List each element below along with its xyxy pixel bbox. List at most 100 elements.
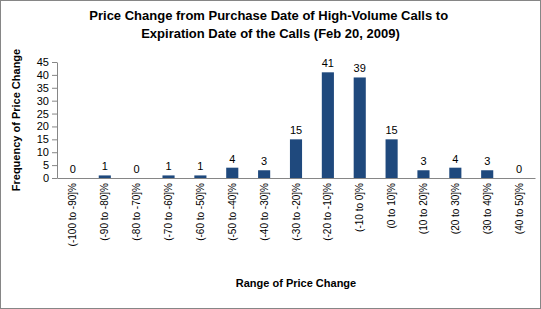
x-tick-label: (-30 to -20]% — [291, 183, 302, 241]
y-axis: 051015202530354045 — [37, 56, 58, 184]
bar — [226, 168, 238, 178]
y-tick-mark — [52, 114, 57, 115]
y-tick-label: 45 — [37, 56, 49, 68]
x-tick: (-60 to -50]% — [195, 178, 206, 241]
bar — [513, 178, 525, 179]
x-tick-label: (-20 to -10]% — [322, 183, 333, 241]
y-tick-mark — [52, 62, 57, 63]
x-tick-label: (-100 to -90]% — [67, 183, 78, 246]
x-axis-title: Range of Price Change — [236, 277, 356, 289]
data-label: 1 — [197, 160, 203, 172]
y-tick-mark — [52, 178, 57, 179]
y-tick-mark — [52, 139, 57, 140]
y-tick: 0 — [43, 172, 57, 184]
data-label: 4 — [229, 153, 235, 165]
y-tick-mark — [52, 88, 57, 89]
x-tick-label: (-90 to -80]% — [99, 183, 110, 241]
y-tick-label: 0 — [43, 172, 49, 184]
x-tick-label: (-40 to -30]% — [259, 183, 270, 241]
bar — [417, 170, 429, 178]
y-tick-mark — [52, 126, 57, 127]
y-tick: 30 — [37, 95, 57, 107]
bar — [67, 178, 79, 179]
x-tick: (-50 to -40]% — [227, 178, 238, 241]
x-tick-label: (0 to 10]% — [386, 183, 397, 229]
data-label: 15 — [290, 124, 302, 136]
y-tick-label: 20 — [37, 120, 49, 132]
y-axis-line — [57, 63, 58, 179]
x-tick: (-80 to -70]% — [131, 178, 142, 241]
x-tick-label: (30 to 40]% — [482, 183, 493, 234]
y-tick-label: 30 — [37, 95, 49, 107]
x-axis: (-100 to -90]% (-90 to -80]% (-80 to -70]%… — [58, 178, 536, 246]
bar — [194, 175, 206, 178]
data-label: 3 — [261, 155, 267, 167]
x-tick-label: (-70 to -60]% — [163, 183, 174, 241]
bar — [449, 168, 461, 178]
data-labels: 0101143154139153430 — [70, 57, 522, 175]
bar — [386, 139, 398, 178]
y-tick: 20 — [37, 120, 57, 132]
y-tick-label: 35 — [37, 82, 49, 94]
y-tick: 10 — [37, 146, 57, 158]
x-tick-label: (-50 to -40]% — [227, 183, 238, 241]
y-tick-mark — [52, 75, 57, 76]
x-tick: (20 to 30]% — [450, 178, 461, 234]
x-tick: (-10 to 0]% — [354, 178, 365, 232]
chart: Price Change from Purchase Date of High-… — [0, 0, 541, 309]
data-label: 39 — [354, 62, 366, 74]
x-axis-line — [58, 178, 536, 179]
x-tick-label: (-10 to 0]% — [354, 183, 365, 232]
data-label: 3 — [420, 155, 426, 167]
data-label: 15 — [385, 124, 397, 136]
bar — [290, 139, 302, 178]
y-tick-label: 40 — [37, 69, 49, 81]
data-label: 0 — [134, 163, 140, 175]
bar — [99, 175, 111, 178]
x-tick: (-70 to -60]% — [163, 178, 174, 241]
bar — [162, 175, 174, 178]
data-label: 4 — [452, 153, 458, 165]
x-tick: (-30 to -20]% — [291, 178, 302, 241]
y-tick-label: 5 — [43, 159, 49, 171]
plot: 0101143154139153430051015202530354045(-1… — [37, 56, 536, 246]
title: Price Change from Purchase Date of High-… — [89, 8, 451, 41]
y-axis-title: Frequency of Price Change — [10, 49, 22, 191]
y-tick: 45 — [37, 56, 57, 68]
x-tick: (10 to 20]% — [418, 178, 429, 234]
y-tick-mark — [52, 152, 57, 153]
bar — [354, 77, 366, 178]
data-label: 0 — [516, 163, 522, 175]
data-label: 1 — [102, 160, 108, 172]
data-label: 3 — [484, 155, 490, 167]
bar — [481, 170, 493, 178]
x-tick: (-20 to -10]% — [322, 178, 333, 241]
x-tick-label: (10 to 20]% — [418, 183, 429, 234]
x-tick: (-90 to -80]% — [99, 178, 110, 241]
y-tick: 25 — [37, 108, 57, 120]
x-tick-label: (-80 to -70]% — [131, 183, 142, 241]
y-tick: 15 — [37, 133, 57, 145]
x-tick-label: (20 to 30]% — [450, 183, 461, 234]
y-tick: 35 — [37, 82, 57, 94]
y-tick-label: 25 — [37, 108, 49, 120]
data-label: 0 — [70, 163, 76, 175]
y-tick-label: 10 — [37, 146, 49, 158]
bar — [322, 72, 334, 178]
x-tick: (0 to 10]% — [386, 178, 397, 229]
x-tick-label: (-60 to -50]% — [195, 183, 206, 241]
x-tick: (30 to 40]% — [482, 178, 493, 234]
y-tick-mark — [52, 101, 57, 102]
y-tick: 40 — [37, 69, 57, 81]
x-tick: (-40 to -30]% — [259, 178, 270, 241]
x-tick-label: (40 to 50]% — [514, 183, 525, 234]
x-tick: (-100 to -90]% — [67, 178, 78, 246]
chart-border — [1, 1, 541, 309]
y-tick: 5 — [43, 159, 57, 171]
x-tick: (40 to 50]% — [514, 178, 525, 234]
bars — [99, 72, 494, 178]
data-label: 1 — [165, 160, 171, 172]
y-tick-mark — [52, 165, 57, 166]
bar — [258, 170, 270, 178]
bar — [131, 178, 143, 179]
